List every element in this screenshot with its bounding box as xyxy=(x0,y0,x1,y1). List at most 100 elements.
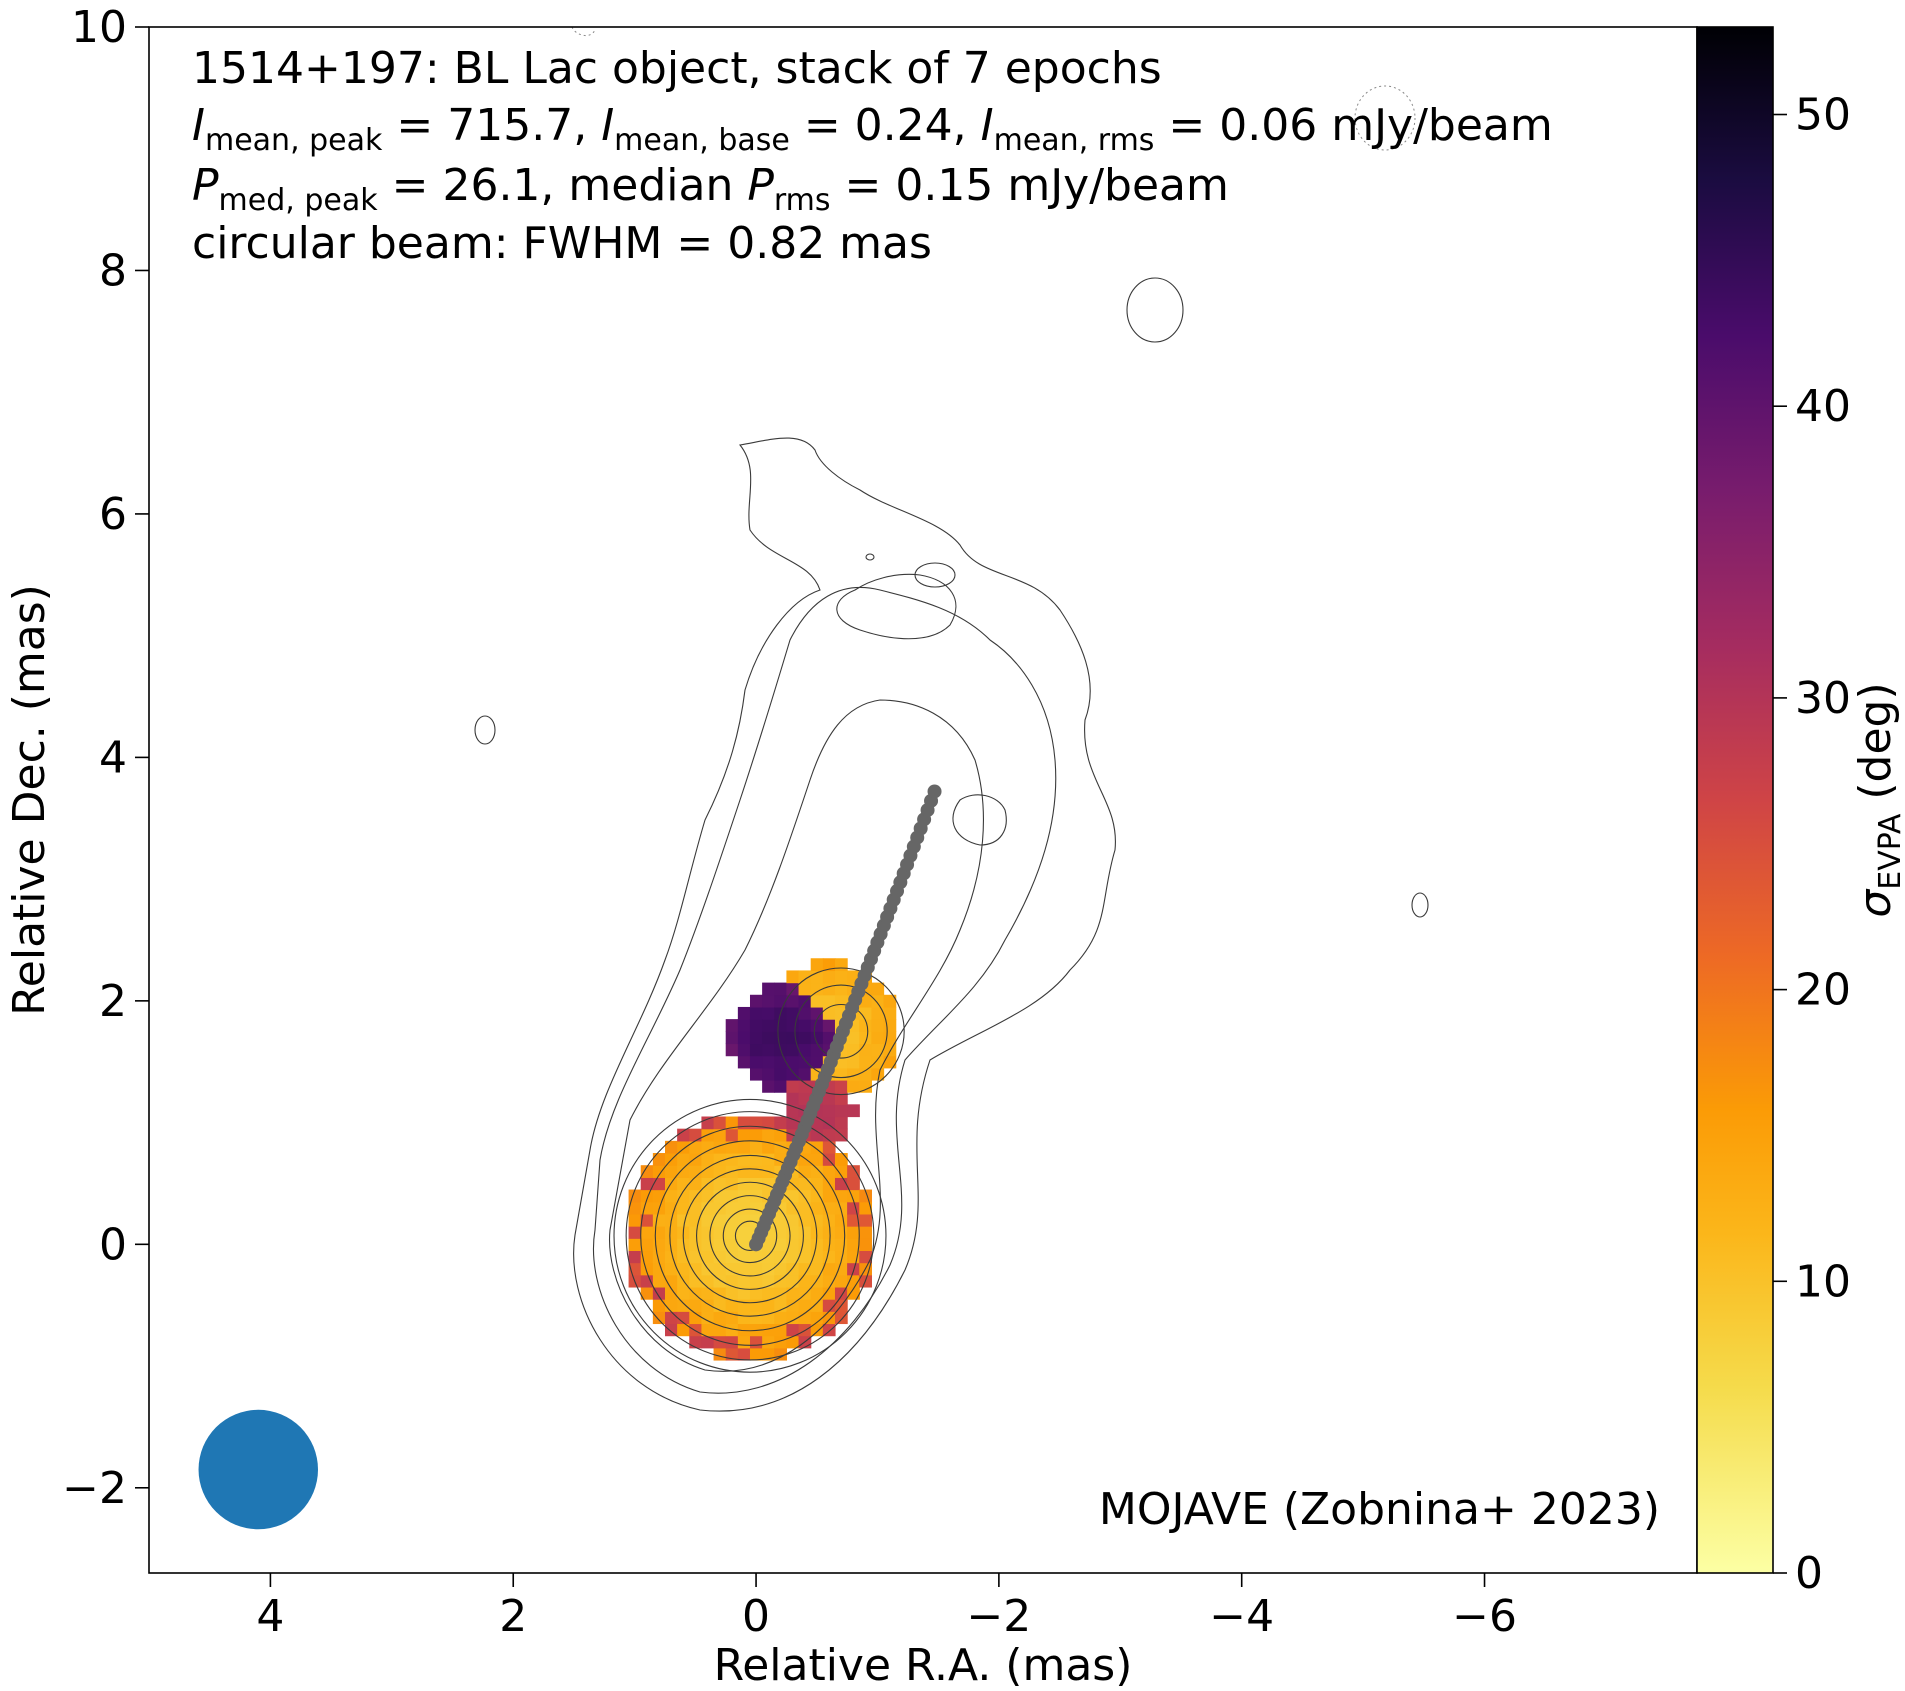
intensity-contours xyxy=(474,27,1429,1412)
heatmap-pixel xyxy=(640,1262,654,1276)
heatmap-pixel xyxy=(774,1262,788,1276)
heatmap-pixel xyxy=(847,1067,860,1081)
heatmap-pixel xyxy=(749,1031,763,1045)
heatmap-pixel xyxy=(834,1238,848,1252)
heatmap-pixel xyxy=(665,1238,678,1252)
heatmap-pixel xyxy=(713,1177,727,1191)
heatmap-pixel xyxy=(689,1286,703,1300)
heatmap-pixel xyxy=(859,1055,872,1069)
heatmap-pixel xyxy=(822,1165,836,1178)
contour-island xyxy=(1126,277,1184,343)
heatmap-pixel xyxy=(762,1262,775,1276)
colorbar-ticks: 0 10 20 30 40 50 xyxy=(1773,90,1851,1599)
heatmap-pixel xyxy=(737,1165,751,1178)
heatmap-pixel xyxy=(798,1043,812,1057)
heatmap-pixel xyxy=(640,1213,654,1227)
heatmap-pixel xyxy=(798,1323,812,1337)
heatmap-pixel xyxy=(834,1104,848,1118)
heatmap-pixel xyxy=(665,1262,678,1276)
heatmap-pixel xyxy=(701,1116,715,1130)
heatmap-pixel xyxy=(822,1250,836,1264)
heatmap-pixel xyxy=(798,1226,812,1239)
heatmap-pixel xyxy=(762,1238,775,1252)
heatmap-pixel xyxy=(762,1031,775,1045)
heatmap-pixel xyxy=(798,1250,812,1264)
heatmap-pixel xyxy=(762,1347,775,1361)
heatmap-pixel xyxy=(749,1286,763,1300)
x-tick-label: −6 xyxy=(1452,1591,1517,1642)
heatmap-pixel xyxy=(701,1274,715,1288)
heatmap-pixel xyxy=(737,1250,751,1264)
heatmap-pixel xyxy=(859,1213,872,1227)
heatmap-pixel xyxy=(652,1311,666,1325)
heatmap-pixel xyxy=(652,1177,666,1191)
heatmap-pixel xyxy=(810,1201,824,1215)
heatmap-pixel xyxy=(725,1019,739,1032)
heatmap-pixel xyxy=(689,1323,703,1337)
heatmap-pixel xyxy=(786,1067,800,1081)
heatmap-pixel xyxy=(834,1116,848,1130)
heatmap-pixel xyxy=(786,982,800,996)
heatmap-pixel xyxy=(810,1286,824,1300)
heatmap-pixel xyxy=(713,1286,727,1300)
heatmap-pixel xyxy=(677,1262,690,1276)
heatmap-pixel xyxy=(834,1153,848,1166)
heatmap-pixel xyxy=(822,1006,836,1020)
heatmap-pixel xyxy=(713,1116,727,1130)
heatmap-pixel xyxy=(749,1140,763,1154)
y-axis-ticks: −2 0 2 4 6 8 10 xyxy=(62,2,149,1514)
heatmap-pixel xyxy=(774,1140,788,1154)
heatmap-pixel xyxy=(762,1055,775,1069)
heatmap-pixel xyxy=(871,982,885,996)
heatmap-pixel xyxy=(834,982,848,996)
heatmap-pixel xyxy=(798,970,812,984)
plot-area xyxy=(198,27,1429,1530)
heatmap-pixel xyxy=(689,1262,703,1276)
colorbar-tick-label: 20 xyxy=(1795,965,1851,1016)
heatmap-pixel xyxy=(774,1079,788,1093)
colorbar-gradient xyxy=(1697,27,1773,1573)
heatmap-pixel xyxy=(871,1067,885,1081)
heatmap-pixel xyxy=(725,1189,739,1203)
heatmap-pixel xyxy=(798,1055,812,1069)
heatmap-pixel xyxy=(713,1213,727,1227)
heatmap-pixel xyxy=(749,1299,763,1312)
heatmap-pixel xyxy=(762,1116,775,1130)
heatmap-pixel xyxy=(798,1006,812,1020)
heatmap-pixel xyxy=(749,1335,763,1349)
heatmap-pixel xyxy=(798,1213,812,1227)
heatmap-pixel xyxy=(737,1019,751,1032)
heatmap-pixel xyxy=(737,1128,751,1142)
heatmap-pixel xyxy=(652,1153,666,1166)
heatmap-pixel xyxy=(689,1299,703,1312)
y-tick-label: 2 xyxy=(99,976,127,1027)
heatmap-pixel xyxy=(665,1140,678,1154)
heatmap-pixel xyxy=(834,1189,848,1203)
heatmap-pixel xyxy=(859,1043,872,1057)
heatmap-pixel xyxy=(822,1116,836,1130)
heatmap-pixel xyxy=(701,1311,715,1325)
heatmap-pixel xyxy=(652,1286,666,1300)
heatmap-pixel xyxy=(701,1165,715,1178)
heatmap-pixel xyxy=(737,1323,751,1337)
heatmap-pixel xyxy=(871,1043,885,1057)
heatmap-pixel xyxy=(859,1006,872,1020)
heatmap-pixel xyxy=(689,1226,703,1239)
heatmap-pixel xyxy=(786,1201,800,1215)
heatmap-pixel xyxy=(665,1250,678,1264)
heatmap-pixel xyxy=(725,1128,739,1142)
heatmap-pixel xyxy=(834,1274,848,1288)
heatmap-pixel xyxy=(822,1262,836,1276)
contour-island xyxy=(1411,892,1429,918)
heatmap-pixel xyxy=(798,1019,812,1032)
heatmap-pixel xyxy=(798,1274,812,1288)
heatmap-pixel xyxy=(786,1019,800,1032)
heatmap-pixel xyxy=(725,1238,739,1252)
heatmap-pixel xyxy=(822,970,836,984)
heatmap-pixel xyxy=(725,1153,739,1166)
heatmap-pixel xyxy=(677,1250,690,1264)
heatmap-pixel xyxy=(689,1335,703,1349)
heatmap-pixel xyxy=(798,1079,812,1093)
heatmap-pixel xyxy=(628,1226,642,1239)
contour-core-level xyxy=(640,1125,860,1346)
